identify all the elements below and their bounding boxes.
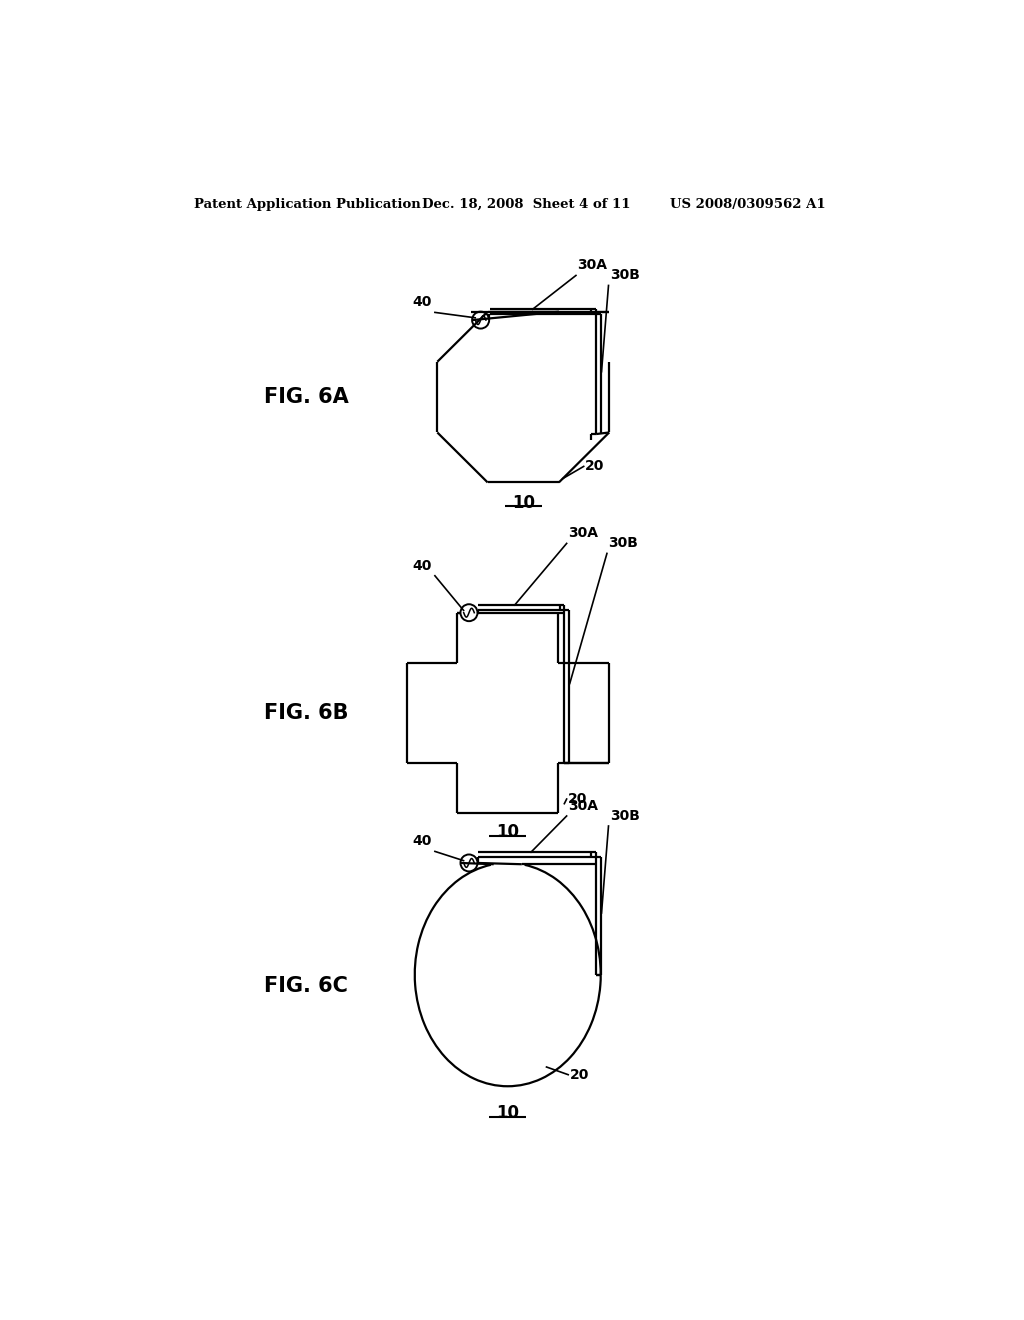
Text: 30A: 30A: [578, 259, 607, 272]
Text: Dec. 18, 2008  Sheet 4 of 11: Dec. 18, 2008 Sheet 4 of 11: [423, 198, 631, 211]
Text: 20: 20: [568, 792, 588, 807]
Text: 40: 40: [413, 558, 432, 573]
Text: 30B: 30B: [610, 809, 640, 822]
Text: 10: 10: [497, 824, 519, 841]
Text: 40: 40: [413, 296, 432, 309]
Text: 20: 20: [569, 1068, 589, 1081]
Text: 30A: 30A: [568, 527, 598, 540]
Text: FIG. 6A: FIG. 6A: [263, 387, 348, 407]
Text: 30A: 30A: [568, 799, 598, 813]
Text: 10: 10: [497, 1105, 519, 1122]
Text: 10: 10: [512, 494, 535, 512]
Text: 30B: 30B: [610, 268, 640, 282]
Text: 20: 20: [586, 459, 604, 474]
Text: FIG. 6B: FIG. 6B: [263, 702, 348, 723]
Text: FIG. 6C: FIG. 6C: [263, 977, 347, 997]
Text: 30B: 30B: [608, 536, 638, 550]
Text: Patent Application Publication: Patent Application Publication: [194, 198, 421, 211]
Text: US 2008/0309562 A1: US 2008/0309562 A1: [671, 198, 826, 211]
Text: 40: 40: [413, 834, 432, 849]
